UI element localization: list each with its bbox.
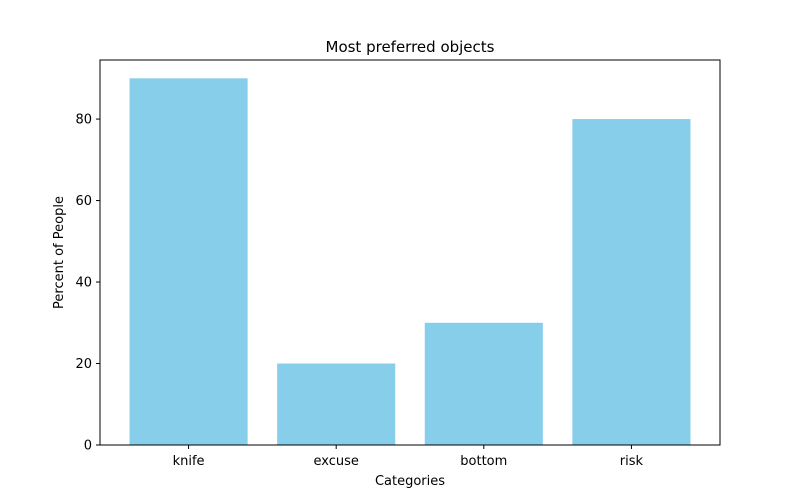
bar-bottom bbox=[424, 322, 543, 445]
x-axis-label: Categories bbox=[375, 474, 445, 489]
x-tick-label: bottom bbox=[460, 454, 507, 469]
y-tick-label: 20 bbox=[75, 357, 92, 372]
y-tick-label: 80 bbox=[75, 113, 92, 128]
y-tick-label: 0 bbox=[84, 439, 92, 454]
y-tick-label: 60 bbox=[75, 194, 92, 209]
chart-title: Most preferred objects bbox=[326, 38, 495, 56]
y-tick-label: 40 bbox=[75, 276, 92, 291]
bar-knife bbox=[129, 78, 248, 445]
x-tick-label: knife bbox=[173, 454, 205, 469]
bar-excuse bbox=[277, 363, 396, 445]
x-tick-label: excuse bbox=[313, 454, 358, 469]
plot-frame bbox=[99, 59, 721, 446]
bars-layer bbox=[129, 78, 691, 446]
x-tick-label: risk bbox=[620, 454, 644, 469]
ticks-layer: knife excuse bottom risk 0 20 40 60 80 bbox=[75, 113, 643, 469]
bar-risk bbox=[572, 119, 691, 446]
y-axis-label: Percent of People bbox=[52, 196, 67, 309]
